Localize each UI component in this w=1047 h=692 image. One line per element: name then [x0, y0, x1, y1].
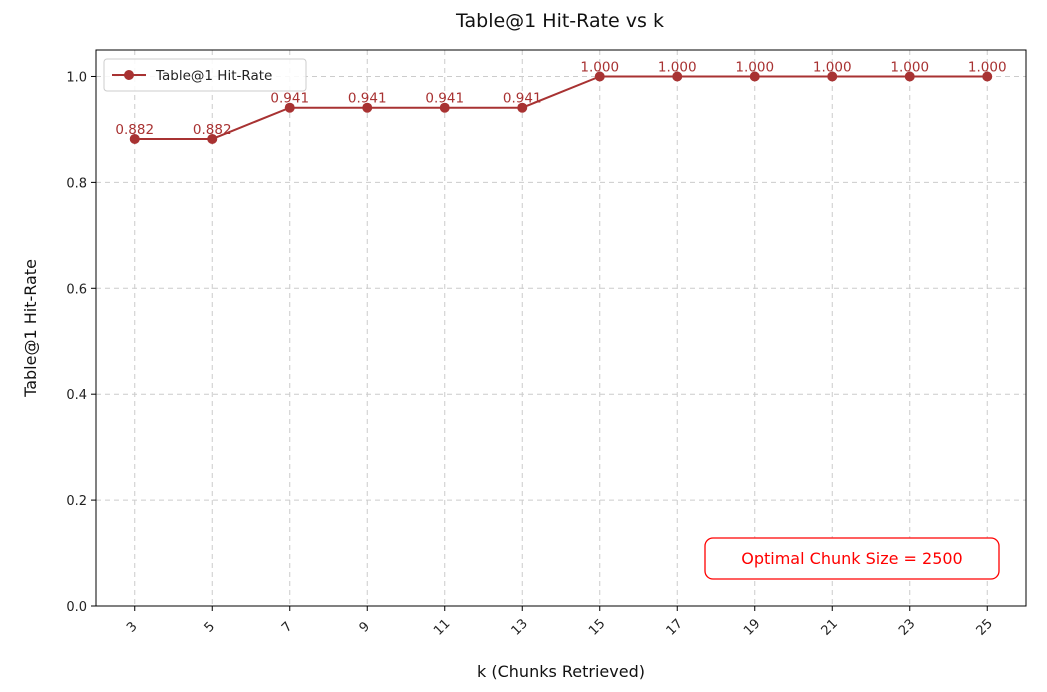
data-point: [362, 102, 373, 113]
data-label: 0.882: [115, 122, 154, 138]
data-point: [904, 71, 915, 82]
chart-title: Table@1 Hit-Rate vs k: [455, 10, 664, 32]
data-label: 1.000: [968, 59, 1007, 75]
y-tick-label: 0.2: [66, 494, 87, 509]
x-tick-label: 13: [509, 616, 531, 638]
legend-marker-swatch: [124, 70, 134, 80]
data-point: [672, 71, 683, 82]
y-tick-label: 0.0: [66, 600, 87, 615]
data-label: 1.000: [890, 59, 929, 75]
y-axis-title: Table@1 Hit-Rate: [21, 259, 40, 398]
legend-entry: Table@1 Hit-Rate: [155, 68, 272, 84]
data-label: 0.941: [503, 91, 542, 107]
data-point: [827, 71, 838, 82]
data-labels: 0.882 0.882 0.941 0.941 0.941 0.941 1.000 1.000…: [115, 59, 1006, 137]
data-point: [129, 133, 140, 144]
x-tick-label: 19: [741, 616, 763, 638]
y-tick-label: 0.6: [66, 282, 87, 297]
x-tick-label: 25: [974, 616, 996, 638]
data-point: [439, 102, 450, 113]
plot-area: [95, 49, 1027, 607]
x-tick-label: 15: [586, 616, 608, 638]
legend-box: [103, 58, 307, 92]
annotation-box: [704, 537, 1000, 580]
x-tick-label: 17: [664, 616, 686, 638]
legend: Table@1 Hit-Rate: [103, 58, 307, 92]
data-label: 1.000: [658, 59, 697, 75]
y-tick-label: 0.8: [66, 176, 87, 191]
data-point: [594, 71, 605, 82]
x-tick-label: 7: [279, 619, 295, 635]
x-tick-label: 5: [202, 619, 218, 635]
series-line: [134, 75, 988, 140]
x-axis-title: k (Chunks Retrieved): [477, 662, 645, 681]
annotation: Optimal Chunk Size = 2500: [704, 537, 1000, 580]
data-point: [749, 71, 760, 82]
x-tick-label: 23: [896, 616, 918, 638]
grid: [96, 50, 1026, 607]
data-point: [207, 133, 218, 144]
y-tick-label: 1.0: [66, 70, 87, 85]
x-tick-label: 9: [357, 619, 373, 635]
x-tick-label: 3: [124, 619, 140, 635]
data-label: 0.941: [348, 91, 387, 107]
data-label: 0.882: [193, 122, 232, 138]
data-point: [517, 102, 528, 113]
data-point: [284, 102, 295, 113]
data-label: 1.000: [580, 59, 619, 75]
data-label: 0.941: [270, 91, 309, 107]
y-tick-label: 0.4: [66, 388, 87, 403]
series-layer: [129, 71, 993, 144]
x-tick-label: 11: [431, 616, 453, 638]
annotation-text: Optimal Chunk Size = 2500: [741, 549, 962, 568]
data-label: 1.000: [813, 59, 852, 75]
data-label: 0.941: [425, 91, 464, 107]
x-tick-label: 21: [819, 616, 841, 638]
data-point: [982, 71, 993, 82]
data-label: 1.000: [735, 59, 774, 75]
